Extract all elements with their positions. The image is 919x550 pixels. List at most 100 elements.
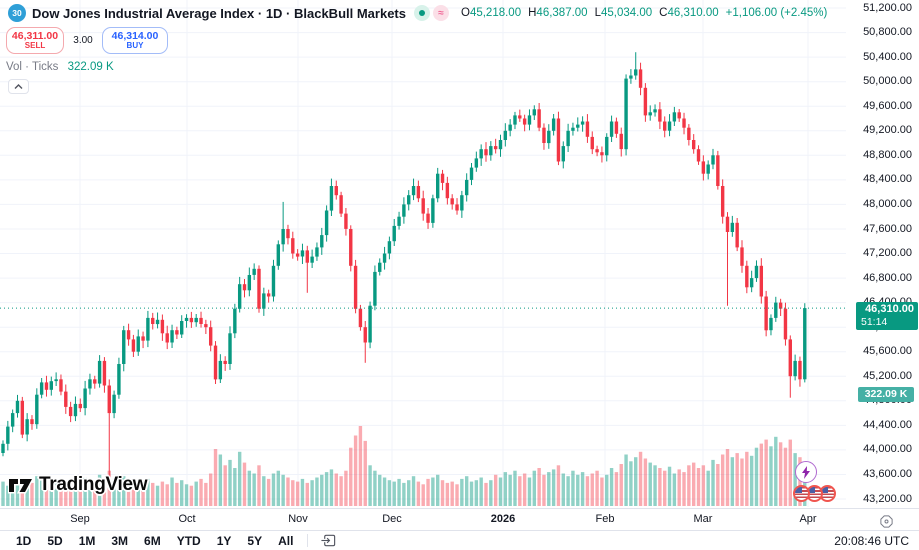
volume-bar: [141, 482, 145, 506]
volume-bar: [276, 470, 281, 506]
candle-body: [783, 308, 788, 340]
range-1y[interactable]: 1Y: [216, 533, 232, 548]
range-all[interactable]: All: [278, 533, 294, 548]
candle-body: [286, 229, 290, 239]
volume-bar: [571, 470, 575, 506]
candle-body: [44, 382, 49, 390]
time-axis[interactable]: Sep Oct Nov Dec 2026 Feb Mar Apr: [0, 508, 919, 530]
candle-body: [658, 109, 662, 122]
volume-bar: [556, 465, 561, 506]
volume-bar: [687, 465, 691, 506]
timezone-clock[interactable]: 20:08:46 UTC: [834, 533, 909, 548]
time-tick-label: Dec: [382, 513, 402, 525]
chart-plot-area[interactable]: [0, 0, 846, 508]
volume-bar: [30, 482, 34, 506]
volume-bar: [672, 473, 677, 506]
candle-body: [131, 339, 136, 352]
candle-body: [416, 186, 421, 199]
range-3m[interactable]: 3M: [111, 533, 129, 548]
volume-bar: [107, 470, 111, 506]
buy-button[interactable]: 46,314.00 BUY: [102, 27, 168, 54]
candle-body: [305, 250, 309, 263]
candle-body: [266, 293, 271, 297]
volume-bar: [479, 477, 483, 506]
range-5y[interactable]: 5Y: [247, 533, 263, 548]
volume-bar: [73, 485, 78, 506]
candle-body: [542, 127, 546, 143]
candle-body: [93, 379, 97, 384]
candle-body: [740, 247, 744, 266]
lightning-bolt-icon: [802, 465, 810, 479]
volume-bar: [764, 439, 768, 506]
volume-bar: [237, 451, 242, 506]
volume-bar: [233, 468, 237, 506]
volume-bar: [711, 459, 715, 506]
grid: [0, 0, 846, 507]
volume-bar: [624, 454, 628, 506]
volume-bar: [720, 454, 725, 506]
candle-body: [469, 167, 474, 180]
candle-body: [421, 198, 425, 214]
volume-indicator-label[interactable]: Vol · Ticks: [6, 61, 59, 73]
volume-bar: [88, 482, 92, 506]
volume-bar: [561, 473, 565, 506]
change-value: +1,106.00 (+2.45%): [725, 7, 828, 19]
symbol-logo-dj30: 30: [8, 4, 26, 22]
volume-bar: [257, 465, 261, 506]
range-1d[interactable]: 1D: [16, 533, 32, 548]
candle-body: [194, 317, 198, 323]
volume-bar: [691, 462, 696, 506]
scale-settings-button[interactable]: [877, 512, 895, 530]
candle-body: [271, 265, 276, 297]
candle-body: [464, 179, 469, 196]
candle-body: [73, 403, 78, 417]
candle-body: [242, 284, 247, 291]
candle-body: [175, 330, 179, 335]
candle-body: [436, 173, 440, 199]
candle-body: [141, 336, 145, 341]
symbol-title[interactable]: Dow Jones Industrial Average Index · 1D …: [32, 5, 406, 21]
volume-bar: [184, 484, 189, 506]
candle-body: [745, 265, 749, 288]
volume-bar: [527, 477, 532, 506]
range-6m[interactable]: 6M: [144, 533, 161, 548]
volume-bar: [358, 426, 363, 506]
range-ytd[interactable]: YTD: [176, 533, 201, 548]
volume-bar: [774, 436, 778, 506]
candle-body: [262, 293, 266, 309]
go-to-date-button[interactable]: [320, 532, 337, 549]
volume-bar: [310, 480, 314, 506]
candle-body: [426, 213, 430, 223]
range-1m[interactable]: 1M: [78, 533, 96, 548]
candle-body: [392, 225, 396, 242]
candle-body: [590, 136, 594, 150]
volume-bar: [291, 480, 295, 506]
candle-body: [397, 216, 401, 226]
fractional-approx-icon: ≈: [432, 5, 449, 21]
price-tick-label: 48,800.00: [863, 148, 912, 161]
streams-event-marker[interactable]: [795, 461, 817, 483]
volume-bar: [532, 470, 536, 506]
volume-bar: [6, 485, 10, 506]
time-tick-label: Nov: [288, 513, 308, 525]
volume-bar: [605, 474, 609, 506]
candle-body: [218, 360, 223, 380]
range-5d[interactable]: 5D: [47, 533, 63, 548]
sell-button[interactable]: 46,311.00 SELL: [6, 27, 64, 54]
candle-body: [324, 210, 329, 236]
volume-bar: [213, 449, 218, 506]
volume-bar: [706, 470, 710, 506]
candle-body: [605, 136, 609, 156]
volume-bar: [455, 484, 459, 506]
candle-body: [6, 426, 10, 444]
volume-bar: [803, 462, 807, 506]
volume-bar: [59, 487, 63, 506]
volume-bar: [407, 480, 411, 506]
market-open-icon: [413, 5, 430, 21]
volume-bar: [223, 465, 227, 506]
price-scale[interactable]: 51,200.00 50,800.00 50,400.00 50,000.00 49,6…: [846, 0, 919, 508]
collapse-panel-button[interactable]: [8, 79, 29, 94]
candle-body: [160, 319, 165, 334]
candle-body: [474, 158, 479, 168]
volume-bar: [25, 480, 29, 506]
